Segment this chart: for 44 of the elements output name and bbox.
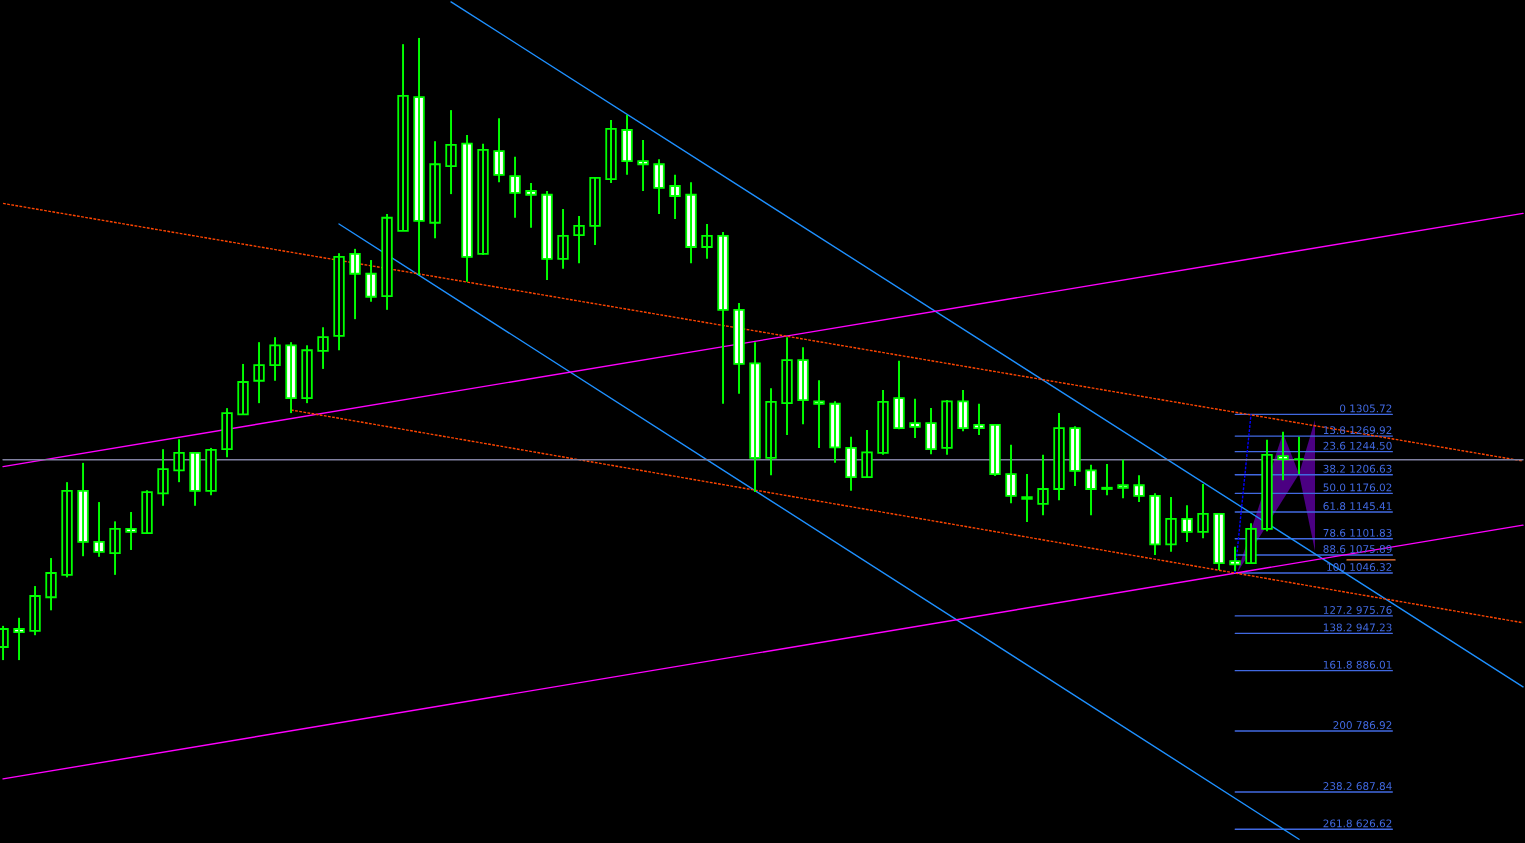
candlestick [669, 173, 681, 220]
candlestick [253, 341, 265, 405]
annotation: 23.6 1244.50 [1323, 441, 1392, 450]
candlestick [1277, 430, 1289, 482]
candlestick [509, 155, 521, 219]
annotation: 38.2 1206.63 [1323, 464, 1392, 473]
text: 238.2 687.84 [1323, 782, 1392, 790]
candlestick [349, 247, 361, 321]
candlestick [973, 402, 985, 436]
candlestick [1133, 474, 1145, 504]
text: 161.8 886.01 [1323, 660, 1392, 669]
candlestick [957, 389, 969, 433]
annotation: 13.8 1269.92 [1323, 426, 1392, 435]
candlestick [653, 158, 665, 215]
annotation: 138.2 947.23 [1323, 623, 1392, 632]
text: 261.8 626.62 [1323, 819, 1392, 828]
candlestick [1117, 458, 1129, 500]
candlestick [637, 139, 649, 192]
candlestick [1229, 545, 1241, 573]
candlestick [493, 117, 505, 184]
candlestick [1181, 504, 1193, 543]
candlestick [125, 511, 137, 551]
candlestick [861, 428, 873, 479]
annotation: 0 1305.72 [1340, 404, 1392, 413]
candlestick [1101, 463, 1113, 497]
text: 200 786.92 [1333, 721, 1392, 729]
candlestick [93, 501, 105, 558]
candlestick [909, 397, 921, 439]
annotation: 78.6 1101.83 [1323, 528, 1392, 537]
candlestick [1293, 435, 1305, 476]
candlestick [269, 336, 281, 382]
candlestick [1021, 473, 1033, 523]
candlestick [317, 326, 329, 370]
candlestick [701, 223, 713, 260]
annotation: 127.2 975.76 [1323, 606, 1392, 614]
candlestick [13, 616, 25, 662]
candlestick [1037, 453, 1049, 517]
candlestick [1197, 483, 1209, 540]
annotation: 61.8 1145.41 [1323, 502, 1392, 510]
candlestick [813, 379, 825, 449]
annotation: 50.0 1176.02 [1323, 483, 1392, 492]
candlestick [1085, 463, 1097, 517]
candlestick [1005, 443, 1017, 505]
candlestick [525, 181, 537, 229]
